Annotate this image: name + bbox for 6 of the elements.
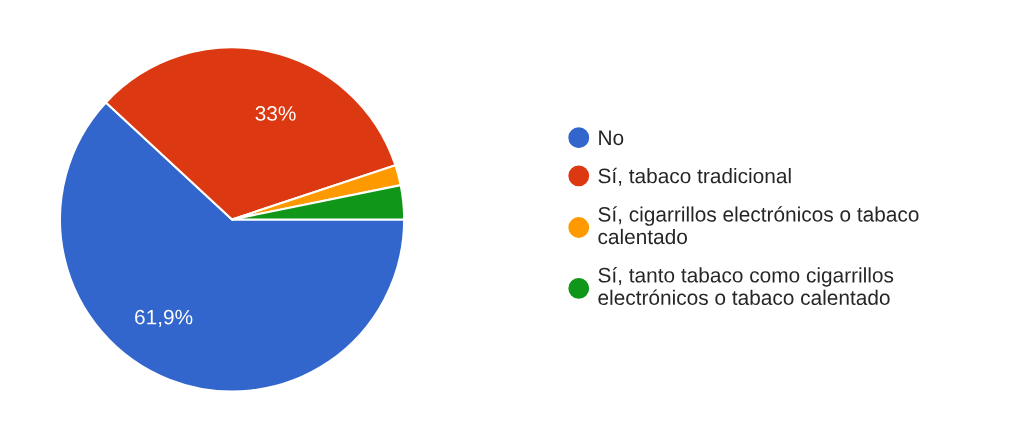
- data-label: 33%: [255, 106, 296, 121]
- legend-label: No: [599, 130, 624, 146]
- legend-label: Sí, tabaco tradicional: [598, 167, 791, 186]
- data-label: 61,9%: [135, 309, 193, 327]
- legend-label: Sí, cigarrillos electrónicos o tabaco calentado: [598, 206, 919, 245]
- legend-label: Sí, tanto tabaco como cigarrillos electrónicos o tabaco calentado: [598, 267, 894, 306]
